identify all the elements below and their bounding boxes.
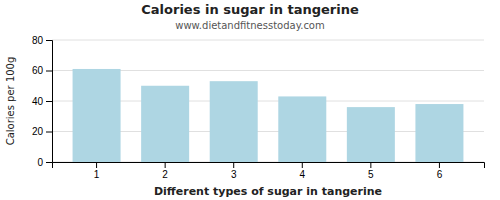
tick-mark	[233, 162, 234, 168]
x-axis: 1 2 3 4 5 6	[53, 162, 485, 180]
tick: 40	[32, 96, 52, 107]
tick-mark	[96, 162, 97, 168]
bars	[73, 69, 464, 162]
tick-mark	[370, 162, 371, 168]
bar	[73, 69, 121, 162]
tick-label: 0	[37, 157, 43, 168]
y-axis-label: Calories per 100g	[5, 57, 16, 146]
tick: 60	[32, 65, 52, 76]
tick-label: 1	[94, 169, 100, 180]
tick-mark	[46, 132, 52, 133]
bar	[141, 86, 189, 162]
title: Calories in sugar in tangerine	[141, 2, 359, 17]
axis-line	[46, 41, 53, 163]
tick-label: 2	[162, 169, 168, 180]
tick: 1	[94, 162, 100, 180]
tick: 3	[231, 162, 237, 180]
subtitle: www.dietandfitnesstoday.com	[175, 20, 324, 31]
tick-mark	[165, 162, 166, 168]
tick-mark	[46, 71, 52, 72]
tick: 5	[368, 162, 374, 180]
tick: 0	[37, 157, 52, 168]
bar	[210, 81, 258, 162]
tick: 4	[300, 162, 306, 180]
tick-mark	[46, 101, 52, 102]
plot: 0 20 40 60 80 1 2 3 4 5 6	[32, 35, 485, 180]
tick: 20	[32, 126, 52, 137]
tick: 6	[437, 162, 443, 180]
tick-label: 6	[437, 169, 443, 180]
tick: 80	[32, 35, 52, 46]
tick-label: 5	[368, 169, 374, 180]
y-axis: 0 20 40 60 80	[32, 35, 53, 168]
grid-line	[52, 40, 484, 41]
axis-line	[53, 163, 485, 169]
tick-mark	[46, 40, 52, 41]
tick-mark	[46, 162, 52, 163]
bar	[278, 96, 326, 162]
x-axis-label: Different types of sugar in tangerine	[154, 185, 382, 198]
bar	[347, 107, 395, 162]
tick-label: 80	[32, 35, 44, 46]
tick: 2	[162, 162, 168, 180]
tick-mark	[439, 162, 440, 168]
tick-label: 4	[300, 169, 306, 180]
chart: Calories in sugar in tangerine www.dietan…	[0, 0, 500, 200]
grid	[52, 40, 484, 162]
tick-label: 60	[32, 65, 44, 76]
tick-label: 3	[231, 169, 237, 180]
bar	[415, 104, 463, 162]
tick-label: 40	[32, 96, 44, 107]
tick-mark	[302, 162, 303, 168]
tick-label: 20	[32, 126, 44, 137]
